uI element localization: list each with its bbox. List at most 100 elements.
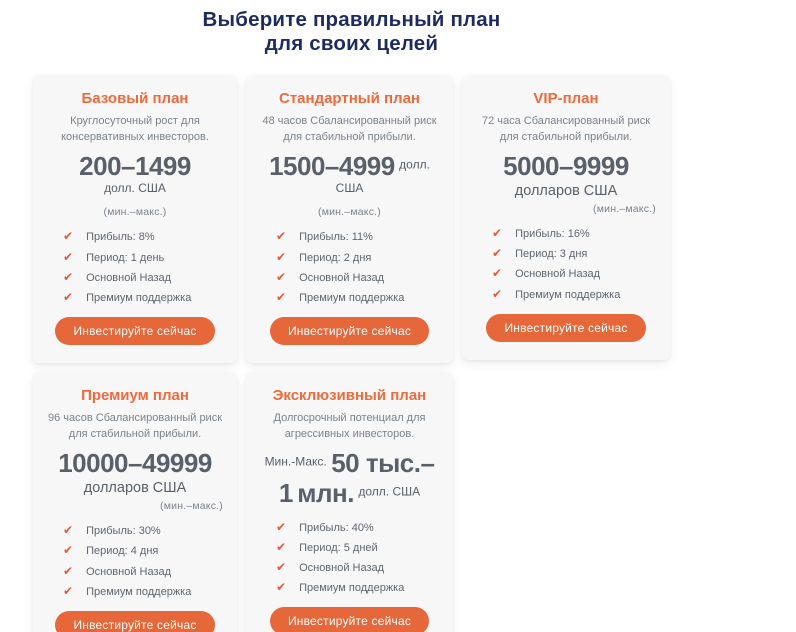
feature-item: ✔ Основной Назад	[63, 563, 223, 578]
feature-label: Премиум поддержка	[299, 291, 405, 304]
check-icon: ✔	[276, 560, 287, 575]
feature-label: Основной Назад	[86, 565, 172, 578]
plan-card-exclusive: Эксклюзивный план Долгосрочный потенциал…	[246, 372, 453, 632]
page-title: Выберите правильный план для своих целей	[33, 8, 670, 56]
price-amount: 200–1499	[79, 150, 191, 181]
feature-label: Период: 1 день	[86, 251, 165, 264]
plan-card-premium: Премиум план 96 часов Сбалансированный р…	[33, 372, 237, 632]
check-icon: ✔	[492, 286, 503, 301]
feature-label: Премиум поддержка	[86, 291, 192, 304]
price-amount: 5000–9999	[503, 150, 629, 181]
feature-item: ✔ Период: 4 дня	[63, 543, 223, 558]
feature-item: ✔ Прибыль: 30%	[63, 523, 223, 538]
feature-list: ✔ Прибыль: 40% ✔ Период: 5 дней ✔ Основной …	[260, 519, 439, 595]
feature-item: ✔ Прибыль: 40%	[276, 519, 439, 534]
feature-item: ✔ Основной Назад	[276, 560, 439, 575]
invest-button[interactable]: Инвестируйте сейчас	[269, 607, 430, 632]
feature-item: ✔ Премиум поддержка	[276, 289, 439, 304]
feature-item: ✔ Премиум поддержка	[492, 286, 656, 301]
check-icon: ✔	[276, 289, 287, 304]
feature-label: Премиум поддержка	[86, 585, 192, 598]
check-icon: ✔	[63, 523, 74, 538]
check-icon: ✔	[492, 266, 503, 281]
invest-button[interactable]: Инвестируйте сейчас	[269, 317, 430, 346]
check-icon: ✔	[63, 563, 74, 578]
check-icon: ✔	[276, 269, 287, 284]
plan-price: 1500–4999 долл. США (мин.–макс.)	[260, 150, 439, 219]
plan-description: Долгосрочный потенциал для агрессивных и…	[273, 411, 426, 441]
feature-label: Премиум поддержка	[299, 582, 405, 595]
plan-description: 96 часов Сбалансированный риск для стаби…	[47, 411, 223, 441]
feature-label: Основной Назад	[299, 562, 385, 575]
plan-title: VIP-план	[533, 90, 599, 107]
feature-item: ✔ Основной Назад	[63, 269, 223, 284]
plan-price: 5000–9999 долларов США (мин.–макс.)	[476, 150, 656, 216]
minmax-label: (мин.–макс.)	[318, 206, 381, 219]
price-currency: долл. США	[335, 157, 430, 195]
feature-label: Основной Назад	[299, 271, 385, 284]
feature-label: Прибыль: 8%	[86, 231, 155, 244]
feature-item: ✔ Премиум поддержка	[63, 583, 223, 598]
feature-list: ✔ Прибыль: 30% ✔ Период: 4 дня ✔ Основной Н…	[47, 524, 223, 598]
feature-item: ✔ Прибыль: 8%	[63, 229, 223, 244]
invest-button[interactable]: Инвестируйте сейчас	[55, 611, 215, 632]
plan-price: Мин.-Макс. 50 тыс.–1 млн. долл. США	[260, 447, 439, 509]
plan-price: 10000–49999 долларов США (мин.–макс.)	[47, 447, 223, 513]
plan-card-vip: VIP-план 72 часа Сбалансированный риск д…	[462, 75, 670, 360]
check-icon: ✔	[276, 229, 287, 244]
price-currency: долларов США	[514, 182, 618, 199]
feature-item: ✔ Прибыль: 16%	[492, 226, 656, 241]
invest-button[interactable]: Инвестируйте сейчас	[55, 317, 215, 346]
feature-item: ✔ Основной Назад	[492, 266, 656, 281]
feature-item: ✔ Премиум поддержка	[63, 289, 223, 304]
check-icon: ✔	[276, 539, 287, 554]
minmax-label: (мин.–макс.)	[160, 500, 223, 513]
price-amount: 50 тыс.–1	[278, 447, 435, 508]
invest-button[interactable]: Инвестируйте сейчас	[486, 313, 646, 342]
price-amount: 10000–49999	[58, 447, 212, 478]
check-icon: ✔	[63, 249, 74, 264]
plan-description: 48 часов Сбалансированный риск для стаби…	[262, 114, 437, 144]
check-icon: ✔	[63, 289, 74, 304]
check-icon: ✔	[492, 226, 503, 241]
check-icon: ✔	[276, 519, 287, 534]
price-prefix: Мин.-Макс.	[264, 454, 327, 469]
price-currency: долларов США	[83, 479, 187, 496]
check-icon: ✔	[492, 246, 503, 261]
check-icon: ✔	[63, 229, 74, 244]
feature-label: Основной Назад	[86, 271, 172, 284]
price-amount: 1500–4999	[269, 150, 395, 181]
minmax-label: (мин.–макс.)	[593, 203, 656, 216]
feature-item: ✔ Основной Назад	[276, 269, 439, 284]
price-currency: долл. США	[358, 484, 421, 499]
feature-item: ✔ Период: 2 дня	[276, 250, 439, 264]
plan-title: Премиум план	[81, 387, 189, 405]
check-icon: ✔	[63, 543, 74, 558]
price-currency: долл. США	[104, 180, 166, 195]
page-title-line2: для своих целей	[264, 32, 439, 56]
page-title-line1: Выберите правильный план	[202, 8, 501, 31]
feature-label: Основной Назад	[515, 268, 601, 281]
plan-description: 72 часа Сбалансированный риск для стабил…	[481, 114, 651, 144]
plan-price: 200–1499 долл. США (мин.–макс.)	[47, 150, 223, 219]
price-amount: млн.	[297, 477, 354, 508]
check-icon: ✔	[63, 583, 74, 598]
plans-grid: Базовый план Круглосуточный рост для кон…	[33, 75, 670, 632]
plan-title: Эксклюзивный план	[272, 387, 427, 405]
feature-label: Прибыль: 30%	[86, 525, 161, 538]
feature-label: Премиум поддержка	[515, 288, 621, 301]
minmax-label: (мин.–макс.)	[103, 206, 167, 219]
feature-label: Период: 2 дня	[299, 251, 372, 264]
feature-list: ✔ Прибыль: 8% ✔ Период: 1 день ✔ Основной Н…	[47, 230, 223, 304]
feature-label: Прибыль: 40%	[299, 521, 374, 534]
plan-description: Круглосуточный рост для консервативных и…	[61, 114, 209, 144]
feature-item: ✔ Прибыль: 11%	[276, 229, 439, 244]
feature-label: Прибыль: 11%	[299, 231, 373, 244]
plan-title: Базовый план	[81, 90, 189, 107]
feature-item: ✔ Период: 3 дня	[492, 246, 656, 261]
check-icon: ✔	[276, 580, 287, 595]
check-icon: ✔	[63, 269, 74, 284]
feature-list: ✔ Прибыль: 16% ✔ Период: 3 дня ✔ Основной Н…	[476, 226, 656, 301]
plan-card-standard: Стандартный план 48 часов Сбалансированн…	[246, 75, 453, 364]
feature-item: ✔ Период: 1 день	[63, 249, 223, 264]
